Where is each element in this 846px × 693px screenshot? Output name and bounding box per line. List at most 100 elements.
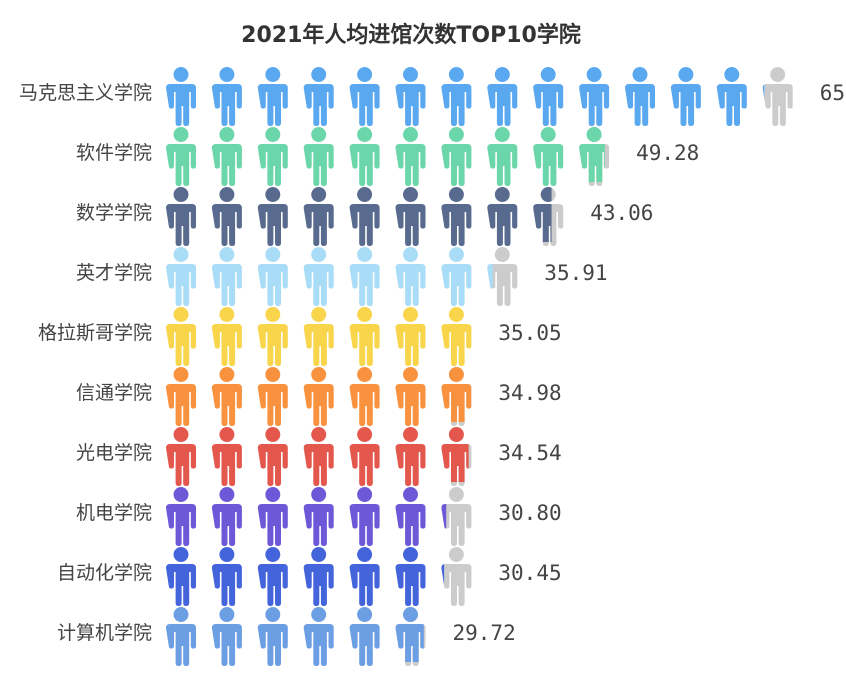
value-label: 29.72: [453, 621, 516, 645]
person-icon: [303, 547, 334, 606]
category-label: 软件学院: [76, 142, 152, 164]
person-icon: [166, 487, 196, 546]
person-icon: [395, 247, 426, 306]
person-icon: [349, 607, 380, 666]
person-icon: [211, 187, 242, 246]
person-icon: [257, 187, 288, 246]
person-icon: [670, 67, 701, 126]
value-label: 34.54: [498, 441, 561, 465]
person-icon: [716, 67, 747, 126]
person-icon: [303, 487, 334, 546]
value-label: 49.28: [636, 141, 699, 165]
value-label: 30.80: [498, 501, 561, 525]
person-icon: [166, 187, 196, 246]
person-icon: [257, 607, 288, 666]
person-icon: [166, 127, 196, 186]
person-icon: [395, 127, 426, 186]
person-icon-partial-bg: [441, 487, 472, 546]
person-icon: [211, 487, 242, 546]
person-icon-partial-bg: [487, 247, 518, 306]
category-label: 信通学院: [76, 382, 152, 404]
person-icon: [579, 67, 610, 126]
person-icon: [395, 307, 426, 366]
person-icon: [211, 547, 242, 606]
value-label: 35.05: [498, 321, 561, 345]
person-icon: [303, 67, 334, 126]
person-icon: [211, 307, 242, 366]
chart-title: 2021年人均进馆次数TOP10学院: [241, 22, 581, 48]
person-icon: [211, 427, 242, 486]
person-icon: [395, 67, 426, 126]
person-icon: [441, 127, 472, 186]
person-icon: [487, 127, 518, 186]
person-icon: [441, 67, 472, 126]
person-icon-partial: [441, 504, 447, 529]
person-icon-partial: [487, 264, 493, 289]
person-icon: [349, 247, 380, 306]
person-icon: [533, 67, 564, 126]
person-icon: [395, 427, 426, 486]
person-icon: [303, 307, 334, 366]
category-label: 自动化学院: [57, 562, 152, 584]
person-icon: [349, 547, 380, 606]
person-icon: [441, 187, 472, 246]
category-label: 机电学院: [76, 502, 152, 524]
person-icon: [257, 487, 288, 546]
category-label: 英才学院: [76, 262, 152, 284]
person-icon-partial: [441, 427, 469, 482]
person-icon: [349, 367, 380, 426]
person-icon-partial: [762, 84, 765, 99]
person-icon: [211, 607, 242, 666]
person-icon: [441, 247, 472, 306]
person-icon: [303, 367, 334, 426]
category-label: 计算机学院: [57, 622, 152, 644]
person-icon: [166, 547, 196, 606]
person-icon-partial-bg: [441, 547, 472, 606]
value-label: 34.98: [498, 381, 561, 405]
value-label: 30.45: [498, 561, 561, 585]
person-icon: [487, 187, 518, 246]
person-icon: [441, 307, 472, 366]
person-icon: [303, 187, 334, 246]
person-icon: [211, 127, 242, 186]
person-icon: [303, 127, 334, 186]
person-icon: [625, 67, 655, 126]
person-icon: [257, 67, 288, 126]
person-icon: [211, 247, 242, 306]
person-icon: [257, 547, 288, 606]
person-icon-partial: [441, 367, 472, 422]
person-icon: [257, 427, 288, 486]
person-icon: [257, 367, 288, 426]
person-icon: [166, 607, 196, 666]
person-icon: [257, 307, 288, 366]
person-icon: [349, 307, 380, 366]
person-icon: [533, 127, 564, 186]
category-label: 数学学院: [76, 202, 152, 224]
person-icon: [303, 607, 334, 666]
person-icon: [257, 127, 288, 186]
category-label: 马克思主义学院: [19, 82, 152, 104]
person-icon-partial: [579, 127, 605, 182]
category-label: 光电学院: [76, 442, 152, 464]
person-icon: [395, 487, 426, 546]
value-label: 65.26: [820, 81, 846, 105]
person-icon: [166, 67, 196, 126]
person-icon: [349, 67, 380, 126]
person-icon-partial: [441, 564, 445, 586]
value-label: 35.91: [544, 261, 607, 285]
person-icon: [487, 67, 518, 126]
person-icon: [349, 427, 380, 486]
person-icon: [395, 547, 426, 606]
person-icon-partial-bg: [762, 67, 793, 126]
person-icon: [349, 487, 380, 546]
person-icon: [395, 367, 426, 426]
person-icon: [211, 367, 242, 426]
person-icon: [166, 307, 196, 366]
value-label: 43.06: [590, 201, 653, 225]
person-icon: [395, 187, 426, 246]
chart-rows: 马克思主义学院 65.26 软件学院 49.28 数学学院 43.06 英才学院 35.91 格…: [19, 67, 846, 666]
person-icon: [166, 367, 196, 426]
person-icon: [166, 427, 196, 486]
person-icon: [211, 67, 242, 126]
